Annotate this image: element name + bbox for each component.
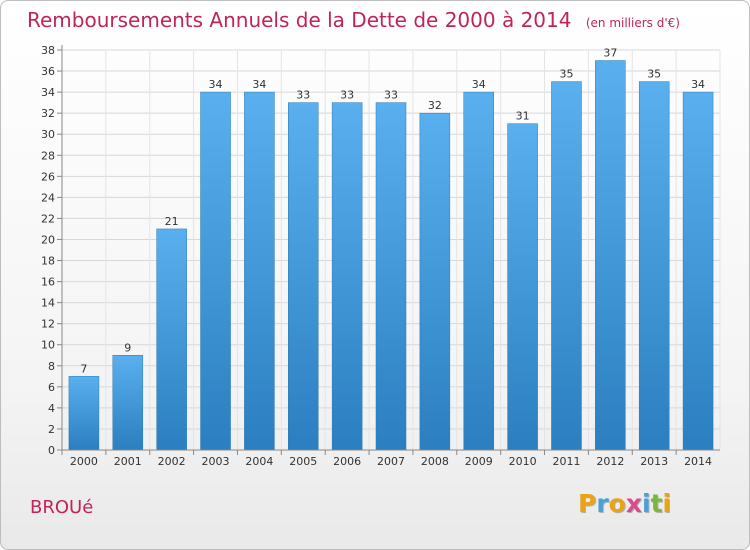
bar-2013[interactable] (638, 81, 670, 451)
x-tick-label: 2004 (245, 455, 273, 468)
town-name: BROUé (30, 497, 94, 518)
bar-2014[interactable] (682, 91, 714, 451)
y-tick-label: 10 (41, 339, 55, 352)
bar-value-label: 34 (209, 78, 223, 91)
bar-value-label: 33 (340, 89, 354, 102)
chart-title: Remboursements Annuels de la Dette de 20… (27, 8, 680, 32)
x-tick-label: 2006 (333, 455, 361, 468)
logo-letter: r (596, 489, 609, 518)
bar-2010[interactable] (507, 123, 538, 451)
bar-value-label: 37 (603, 47, 617, 60)
x-tick-label: 2014 (684, 455, 712, 468)
y-tick-label: 24 (41, 191, 55, 204)
y-tick-label: 30 (41, 128, 55, 141)
logo-letter: x (625, 489, 642, 518)
x-tick-label: 2000 (70, 455, 98, 468)
y-tick-label: 38 (41, 44, 55, 57)
bar-value-label: 34 (252, 78, 266, 91)
bar-value-label: 33 (384, 89, 398, 102)
bar-value-label: 34 (691, 78, 705, 91)
logo-letter: P (578, 489, 597, 518)
bar-value-label: 31 (516, 110, 530, 123)
x-tick-label: 2013 (640, 455, 668, 468)
y-tick-label: 4 (48, 402, 55, 415)
bar-value-label: 21 (165, 215, 179, 228)
bar-value-label: 34 (472, 78, 486, 91)
bars: 7 9 21 34 34 33 33 33 32 34 31 35 37 35 34 (68, 47, 714, 451)
y-tick-label: 36 (41, 65, 55, 78)
y-tick-label: 6 (48, 381, 55, 394)
x-tick-label: 2009 (465, 455, 493, 468)
logo-letter: o (608, 489, 626, 518)
bar-2009[interactable] (463, 91, 494, 451)
x-tick-label: 2007 (377, 455, 405, 468)
bar-2001[interactable] (112, 355, 144, 451)
bar-2002[interactable] (156, 228, 187, 451)
bar-2004[interactable] (244, 91, 275, 451)
bar-value-label: 7 (80, 362, 87, 375)
y-tick-label: 28 (41, 149, 55, 162)
bar-2000[interactable] (68, 376, 100, 451)
x-tick-label: 2005 (289, 455, 317, 468)
bar-2007[interactable] (375, 102, 407, 451)
x-tick-label: 2011 (552, 455, 580, 468)
logo-letter: t (650, 489, 663, 518)
bar-2006[interactable] (331, 102, 363, 451)
y-tick-label: 12 (41, 318, 55, 331)
bar-2003[interactable] (200, 91, 231, 451)
y-tick-label: 8 (48, 360, 55, 373)
bar-value-label: 9 (124, 341, 131, 354)
bar-value-label: 33 (296, 89, 310, 102)
x-tick-label: 2008 (421, 455, 449, 468)
x-tick-label: 2012 (596, 455, 624, 468)
bar-2011[interactable] (551, 81, 582, 451)
y-tick-label: 14 (41, 297, 55, 310)
x-tick-label: 2001 (114, 455, 142, 468)
chart-unit-note: (en milliers d'€) (585, 16, 680, 30)
logo-letter: i (642, 489, 651, 518)
y-tick-label: 16 (41, 276, 55, 289)
y-tick-label: 18 (41, 255, 55, 268)
bar-2012[interactable] (595, 60, 626, 451)
logo-letter: i (662, 489, 672, 518)
y-tick-label: 20 (41, 233, 55, 246)
x-tick-label: 2003 (202, 455, 230, 468)
bar-2005[interactable] (288, 102, 319, 451)
y-tick-label: 2 (48, 423, 55, 436)
y-tick-label: 0 (48, 444, 55, 457)
y-tick-label: 34 (41, 86, 55, 99)
bar-value-label: 32 (428, 99, 442, 112)
proxiti-logo[interactable]: Proxiti (578, 489, 671, 518)
x-tick-label: 2002 (158, 455, 186, 468)
bar-value-label: 35 (559, 68, 573, 81)
x-tick-label: 2010 (509, 455, 537, 468)
bar-2008[interactable] (419, 112, 451, 451)
bar-value-label: 35 (647, 68, 661, 81)
y-tick-label: 32 (41, 107, 55, 120)
chart-title-text: Remboursements Annuels de la Dette de 20… (27, 8, 572, 32)
y-tick-label: 26 (41, 170, 55, 183)
y-tick-label: 22 (41, 212, 55, 225)
